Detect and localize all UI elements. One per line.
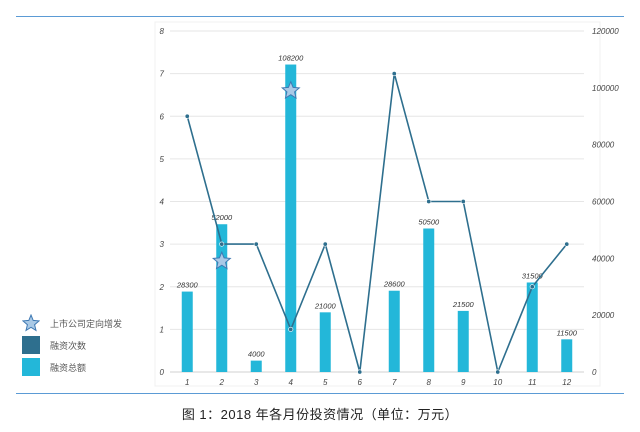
y-left-tick-label: 6 bbox=[160, 112, 165, 121]
y-right-tick-label: 100000 bbox=[592, 84, 619, 93]
bar-data-label: 108200 bbox=[278, 54, 304, 63]
bar-data-label: 21500 bbox=[452, 300, 475, 309]
bar-data-label: 28600 bbox=[383, 280, 406, 289]
bar bbox=[561, 339, 573, 372]
legend-item-amount: 融资总额 bbox=[22, 356, 122, 378]
bar bbox=[423, 228, 435, 372]
bar bbox=[526, 282, 538, 372]
line-point bbox=[322, 241, 328, 247]
bar-data-label: 28300 bbox=[176, 281, 199, 290]
bar bbox=[319, 312, 331, 372]
bar-data-label: 52000 bbox=[211, 213, 233, 222]
bar-data-label: 31500 bbox=[522, 271, 544, 280]
legend-label-count: 融资次数 bbox=[50, 340, 87, 351]
bar bbox=[285, 64, 297, 372]
placement-star-marker bbox=[211, 250, 232, 270]
x-tick-label: 2 bbox=[219, 378, 225, 387]
bar-data-label: 11500 bbox=[557, 328, 578, 337]
bar-data-label: 21000 bbox=[314, 301, 337, 310]
legend-label-placement: 上市公司定向增发 bbox=[50, 318, 123, 329]
figure-caption: 图 1：2018 年各月份投资情况（单位：万元） bbox=[181, 407, 459, 422]
x-tick-label: 10 bbox=[493, 378, 502, 387]
line-point bbox=[564, 241, 570, 247]
legend-item-placement: 上市公司定向增发 bbox=[22, 312, 122, 334]
top-rule bbox=[16, 16, 624, 17]
y-left-tick-label: 2 bbox=[159, 283, 165, 292]
bar bbox=[250, 360, 262, 372]
line-point bbox=[357, 369, 363, 375]
y-right-tick-label: 60000 bbox=[592, 198, 615, 207]
placement-star-marker bbox=[280, 80, 301, 100]
y-right-tick-label: 0 bbox=[592, 368, 597, 377]
line-point bbox=[460, 199, 466, 205]
y-right-tick-label: 80000 bbox=[592, 141, 615, 150]
investment-chart: 0123456780200004000060000800001000001200… bbox=[154, 21, 619, 387]
x-tick-label: 8 bbox=[427, 378, 432, 387]
bar-data-label: 4000 bbox=[248, 350, 266, 359]
y-right-tick-label: 40000 bbox=[592, 254, 615, 263]
line-point bbox=[426, 199, 432, 205]
chart-legend: 上市公司定向增发 融资次数 融资总额 bbox=[22, 312, 122, 378]
x-tick-label: 5 bbox=[323, 378, 328, 387]
x-tick-label: 4 bbox=[289, 378, 294, 387]
line-point bbox=[253, 241, 259, 247]
amount-swatch-icon bbox=[22, 358, 40, 376]
line-point bbox=[495, 369, 501, 375]
x-tick-label: 11 bbox=[528, 378, 536, 387]
line-point bbox=[529, 284, 535, 290]
bar-data-label: 50500 bbox=[418, 217, 440, 226]
y-left-tick-label: 1 bbox=[160, 325, 164, 334]
y-left-tick-label: 8 bbox=[160, 27, 165, 36]
x-tick-label: 12 bbox=[562, 378, 571, 387]
plot-frame bbox=[154, 21, 601, 387]
line-point bbox=[288, 326, 294, 332]
x-tick-label: 1 bbox=[185, 378, 189, 387]
legend-label-amount: 融资总额 bbox=[50, 362, 87, 373]
bar bbox=[216, 224, 228, 372]
y-left-tick-label: 0 bbox=[160, 368, 165, 377]
line-point bbox=[391, 71, 397, 77]
legend-item-count: 融资次数 bbox=[22, 334, 122, 356]
bar bbox=[181, 291, 193, 372]
bottom-rule bbox=[16, 393, 624, 394]
count-line bbox=[186, 73, 568, 375]
bar bbox=[388, 290, 400, 372]
line-point bbox=[184, 113, 190, 119]
x-tick-label: 3 bbox=[254, 378, 259, 387]
x-tick-label: 7 bbox=[392, 378, 397, 387]
bar bbox=[457, 310, 469, 372]
y-left-tick-label: 5 bbox=[160, 155, 165, 164]
y-right-tick-label: 20000 bbox=[591, 311, 615, 320]
star-icon bbox=[22, 314, 40, 332]
line-point bbox=[219, 241, 225, 247]
y-left-tick-label: 7 bbox=[160, 70, 165, 79]
y-right-tick-label: 120000 bbox=[592, 27, 619, 36]
x-tick-label: 9 bbox=[461, 378, 466, 387]
x-tick-label: 6 bbox=[358, 378, 363, 387]
y-left-tick-label: 3 bbox=[160, 240, 165, 249]
y-left-tick-label: 4 bbox=[160, 198, 165, 207]
count-swatch-icon bbox=[22, 336, 40, 354]
